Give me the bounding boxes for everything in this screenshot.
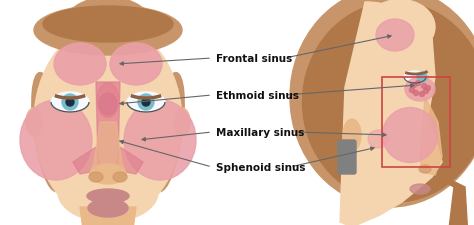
Ellipse shape [410,184,430,194]
Ellipse shape [124,101,196,180]
Circle shape [142,99,150,106]
Circle shape [410,88,414,93]
Ellipse shape [58,162,158,222]
Polygon shape [440,177,468,225]
Ellipse shape [65,13,151,63]
Ellipse shape [97,83,119,118]
Ellipse shape [404,72,426,84]
Ellipse shape [87,189,129,203]
Circle shape [66,99,74,106]
Circle shape [426,86,430,91]
Ellipse shape [383,108,438,163]
Polygon shape [73,147,100,174]
Ellipse shape [368,130,388,148]
Ellipse shape [90,164,126,184]
Circle shape [421,84,427,89]
Ellipse shape [302,3,474,202]
Ellipse shape [152,73,184,192]
Circle shape [416,81,420,86]
Ellipse shape [26,108,42,136]
Ellipse shape [343,119,361,151]
Text: Sphenoid sinus: Sphenoid sinus [216,162,306,172]
Ellipse shape [365,0,435,55]
Ellipse shape [110,44,162,86]
Polygon shape [96,83,120,172]
FancyBboxPatch shape [338,140,356,174]
Circle shape [62,94,78,110]
Polygon shape [116,147,143,174]
Ellipse shape [54,44,106,86]
Ellipse shape [290,0,474,207]
Ellipse shape [32,73,64,192]
Ellipse shape [127,93,165,112]
Ellipse shape [89,172,103,182]
Ellipse shape [43,7,173,43]
Text: Maxillary sinus: Maxillary sinus [216,127,304,137]
Ellipse shape [376,20,414,52]
Ellipse shape [63,0,153,58]
Polygon shape [340,3,442,225]
Ellipse shape [34,6,182,56]
Polygon shape [420,98,442,175]
Circle shape [423,89,428,94]
Text: Frontal sinus: Frontal sinus [216,54,292,64]
Ellipse shape [99,94,117,115]
Text: Ethmoid sinus: Ethmoid sinus [216,91,299,101]
Polygon shape [90,122,126,180]
Ellipse shape [88,199,128,217]
Circle shape [419,92,425,97]
Ellipse shape [174,108,190,136]
Ellipse shape [419,165,431,173]
Circle shape [417,73,427,83]
Ellipse shape [20,101,92,180]
Circle shape [413,91,419,96]
Ellipse shape [113,172,127,182]
Circle shape [411,83,417,88]
Circle shape [138,94,154,110]
Ellipse shape [34,25,182,220]
Polygon shape [80,207,136,225]
Ellipse shape [405,78,435,101]
Ellipse shape [51,93,89,112]
